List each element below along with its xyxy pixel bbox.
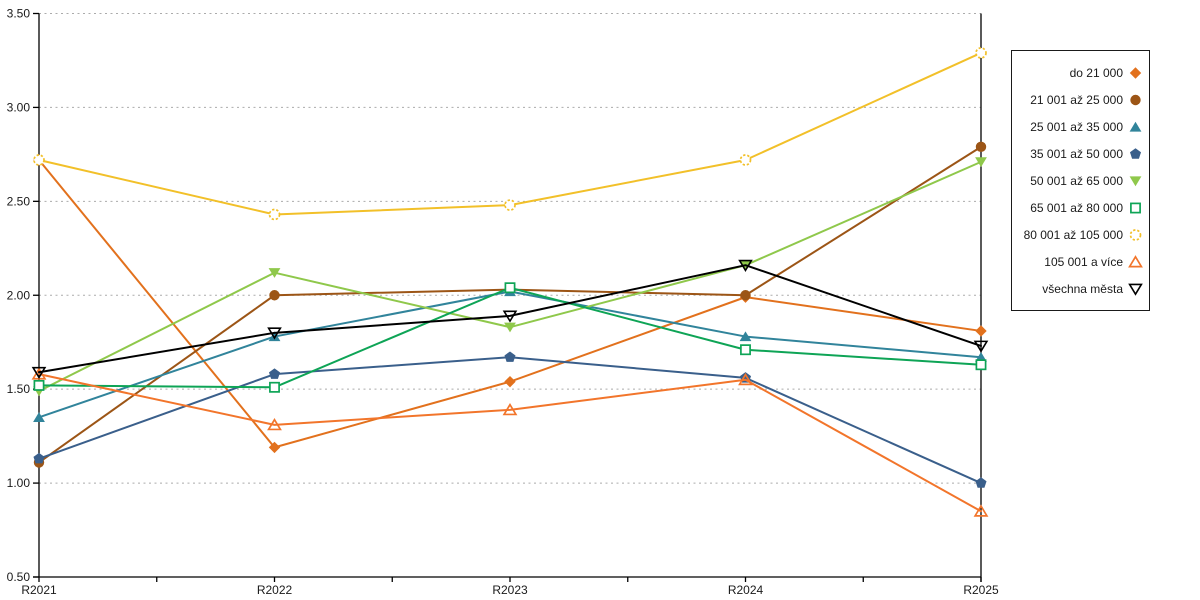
- y-tick-label: 2.50: [7, 194, 31, 208]
- series-markers-7: [31, 367, 989, 517]
- series-line-6: [38, 51, 982, 216]
- triangle-down-marker-icon: [1129, 175, 1142, 186]
- x-tick-label: R2025: [963, 583, 999, 597]
- triangle-down-marker-icon: [268, 268, 281, 278]
- legend-marker-icon: [1128, 254, 1143, 267]
- triangle-up-marker-icon: [739, 331, 752, 342]
- legend-item-8: všechna města: [1020, 275, 1143, 302]
- x-tick-label: R2024: [728, 583, 764, 597]
- triangle-down-open-marker-icon: [267, 327, 282, 340]
- legend-marker-icon: [1129, 147, 1142, 159]
- circle-open-dashed-marker-icon: [504, 199, 516, 211]
- y-tick-label: 0.50: [7, 570, 31, 584]
- y-tick-label: 1.50: [7, 382, 31, 396]
- triangle-down-open-marker-icon: [502, 310, 518, 323]
- legend-item-label: všechna města: [1042, 281, 1123, 296]
- x-tick-label: R2021: [21, 583, 57, 597]
- series-markers-1: [33, 141, 987, 468]
- pentagon-marker-icon: [504, 351, 516, 362]
- y-tick-label: 3.50: [7, 7, 31, 21]
- pentagon-marker-icon: [1129, 147, 1142, 159]
- diamond-marker-icon: [975, 325, 987, 337]
- triangle-down-marker-icon: [504, 322, 516, 333]
- square-open-marker-icon: [33, 379, 45, 391]
- pentagon-marker-icon: [975, 477, 987, 488]
- series-line-7: [38, 373, 982, 513]
- legend-marker-icon: [1129, 121, 1142, 132]
- circle-open-dashed-marker-icon: [33, 154, 45, 166]
- legend-item-0: do 21 000: [1020, 59, 1143, 86]
- series-markers-3: [33, 351, 987, 488]
- y-tick-label: 1.00: [7, 476, 31, 490]
- circle-open-dashed-marker-icon: [975, 47, 987, 59]
- triangle-up-open-marker-icon: [1128, 254, 1143, 267]
- circle-open-dashed-marker-icon: [1129, 228, 1142, 241]
- legend-item-6: 80 001 až 105 000: [1020, 221, 1143, 248]
- circle-marker-icon: [269, 290, 280, 301]
- legend-item-3: 35 001 až 50 000: [1020, 140, 1143, 167]
- legend-marker-icon: [1128, 283, 1143, 296]
- series-markers-8: [31, 259, 989, 380]
- circle-marker-icon: [1130, 94, 1141, 105]
- triangle-up-marker-icon: [268, 331, 281, 342]
- triangle-up-open-marker-icon: [973, 504, 989, 517]
- legend-item-label: do 21 000: [1069, 65, 1123, 80]
- legend: do 21 000 21 001 až 25 000 25 001 až 35 00…: [1011, 50, 1150, 311]
- legend-item-label: 105 001 a více: [1044, 254, 1123, 269]
- legend-marker-icon: [1129, 66, 1142, 79]
- legend-item-1: 21 001 až 25 000: [1020, 86, 1143, 113]
- triangle-down-open-marker-icon: [31, 366, 47, 380]
- legend-item-label: 50 001 až 65 000: [1030, 173, 1123, 188]
- legend-item-label: 65 001 až 80 000: [1030, 200, 1123, 215]
- triangle-down-open-marker-icon: [973, 340, 989, 353]
- legend-marker-icon: [1129, 175, 1142, 186]
- triangle-down-marker-icon: [975, 157, 987, 168]
- triangle-down-open-marker-icon: [738, 259, 753, 272]
- square-open-marker-icon: [1130, 202, 1141, 213]
- series-markers-5: [33, 282, 987, 393]
- square-open-marker-icon: [740, 344, 751, 356]
- legend-item-2: 25 001 až 35 000: [1020, 113, 1143, 140]
- diamond-marker-icon: [504, 375, 516, 388]
- pentagon-marker-icon: [33, 452, 45, 464]
- x-tick-label: R2023: [492, 583, 528, 597]
- triangle-down-open-marker-icon: [1128, 283, 1143, 296]
- series-markers-0: [33, 154, 987, 454]
- legend-item-label: 80 001 až 105 000: [1023, 227, 1123, 242]
- triangle-up-open-marker-icon: [267, 418, 282, 431]
- triangle-up-marker-icon: [33, 412, 45, 422]
- triangle-up-open-marker-icon: [738, 372, 753, 386]
- legend-item-7: 105 001 a více: [1020, 248, 1143, 275]
- y-tick-label: 3.00: [7, 100, 31, 114]
- diamond-marker-icon: [1129, 66, 1142, 79]
- triangle-up-open-marker-icon: [502, 402, 518, 416]
- diamond-marker-icon: [268, 441, 281, 454]
- legend-item-5: 65 001 až 80 000: [1020, 194, 1143, 221]
- circle-open-dashed-marker-icon: [268, 208, 281, 221]
- circle-open-dashed-marker-icon: [739, 154, 752, 166]
- circle-marker-icon: [740, 290, 751, 301]
- pentagon-marker-icon: [268, 368, 281, 379]
- circle-marker-icon: [975, 141, 987, 153]
- square-open-marker-icon: [269, 381, 280, 393]
- square-open-marker-icon: [975, 359, 987, 371]
- legend-item-label: 25 001 až 35 000: [1030, 119, 1123, 134]
- legend-item-label: 35 001 až 50 000: [1030, 146, 1123, 161]
- series-markers-6: [33, 47, 987, 221]
- legend-marker-icon: [1129, 228, 1142, 241]
- legend-marker-icon: [1130, 202, 1141, 213]
- series-line-5: [38, 286, 982, 389]
- legend-item-label: 21 001 až 25 000: [1030, 92, 1123, 107]
- legend-item-4: 50 001 až 65 000: [1020, 167, 1143, 194]
- legend-marker-icon: [1130, 94, 1141, 105]
- x-tick-label: R2022: [257, 583, 293, 597]
- triangle-up-marker-icon: [1129, 121, 1142, 132]
- y-tick-label: 2.00: [7, 288, 31, 302]
- series-line-8: [38, 264, 982, 374]
- square-open-marker-icon: [504, 282, 516, 294]
